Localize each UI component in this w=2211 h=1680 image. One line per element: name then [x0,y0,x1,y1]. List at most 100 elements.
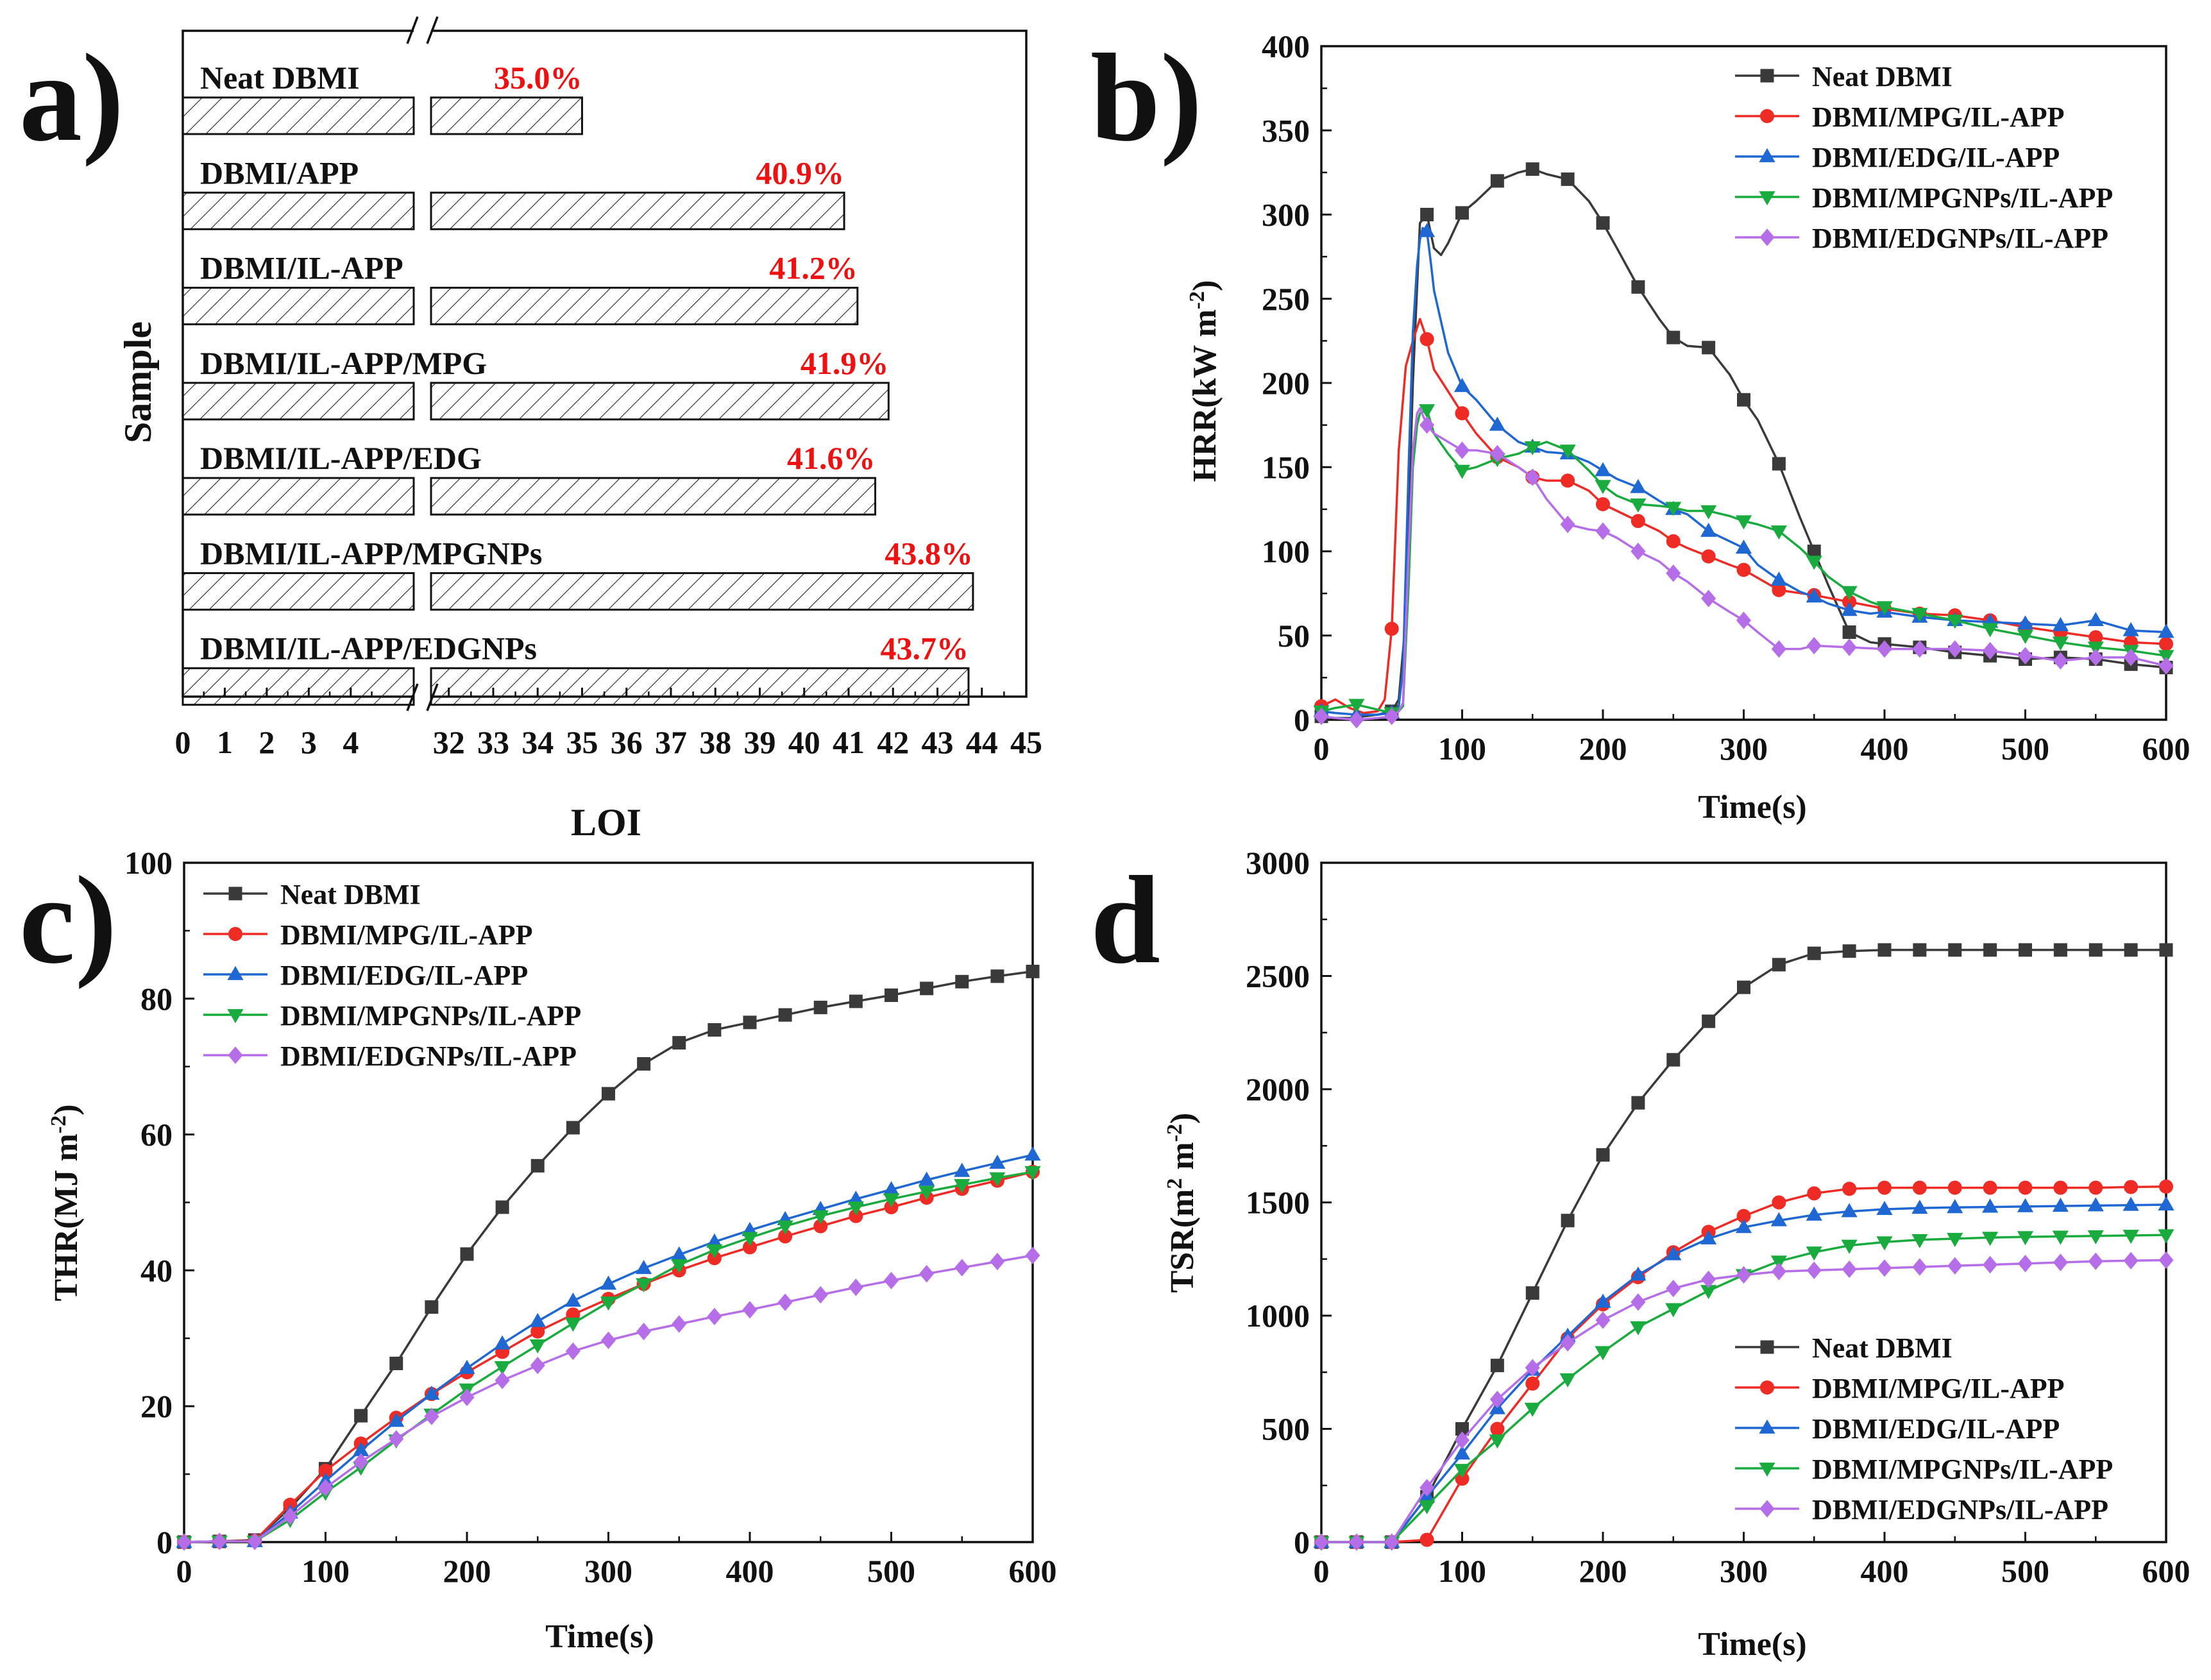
legend-marker [1759,1380,1775,1395]
data-point [1489,445,1505,462]
data-point [706,1244,723,1259]
data-point [1947,615,1963,629]
data-point [564,1292,581,1307]
data-point [2158,1251,2174,1269]
data-point [1876,601,1893,616]
panel-a-x-ticks: 0 1 2 3 4 32 33 34 35 36 37 38 39 40 41 42 43 44 45 [175,688,1042,760]
data-point [1701,549,1716,564]
y-tick-label: 300 [1262,197,1310,233]
data-point [2088,1180,2103,1195]
data-point [1453,1445,1471,1460]
legend-entry: Neat DBMI [280,879,421,910]
data-point [1419,1479,1435,1497]
data-point [706,1233,723,1248]
bar [182,382,415,421]
x-tick-label: 43 [921,724,953,760]
y-tick-label: 400 [1262,28,1310,64]
x-tick-label: 500 [867,1553,915,1589]
data-point [1630,479,1647,493]
data-point [1630,1321,1647,1336]
data-point [1982,1232,1999,1246]
data-point [920,981,934,996]
x-tick-label: 200 [443,1553,491,1589]
data-point [2158,624,2174,638]
data-point [1913,943,1927,957]
data-point [813,1219,828,1234]
x-tick-label: 0 [175,724,191,760]
data-point [636,1323,652,1341]
value-label: 40.9% [756,155,845,191]
x-tick-label: 500 [2001,731,2049,767]
y-tick-label: 100 [124,845,173,881]
data-point [1666,330,1681,344]
panel-a-bars: Neat DBMI 35.0% DBMI/APP 40.9% DBMI/IL-APP 41… [182,60,974,706]
data-point [1737,393,1750,407]
data-point [1770,525,1787,540]
x-tick-label: 34 [521,724,554,760]
legend-marker [228,887,242,901]
data-point [2122,1196,2139,1211]
data-point [460,1247,474,1261]
series-line [1321,226,2167,716]
data-point [954,1179,970,1194]
data-point [1596,1148,1610,1162]
data-point [2122,622,2139,636]
data-point [2017,1255,2033,1273]
x-tick-label: 400 [1861,1553,1909,1589]
x-tick-label: 200 [1579,731,1627,767]
data-point [1701,590,1716,607]
panel-b: b) 0 100 200 300 400 500 600 0 50 100 150 200 250 300… [1090,28,2190,826]
axis-break-mark [426,16,439,44]
x-tick-label: 1 [217,724,233,760]
data-point [389,1430,404,1448]
data-point [1947,1233,1963,1248]
data-point [1490,1359,1504,1373]
data-point [1026,964,1040,978]
x-tick-label: 100 [1438,731,1486,767]
bar [430,572,974,611]
data-point [919,1171,935,1186]
category-label: DBMI/APP [200,155,359,191]
data-point [495,1371,510,1389]
panel-d: d 0 100 200 300 400 500 600 0 500 1000 1500 2000 250… [1090,845,2190,1663]
x-tick-label: 42 [877,724,909,760]
data-point [1700,1285,1717,1300]
data-point [1631,1293,1646,1311]
y-tick-label: 3000 [1246,845,1310,881]
data-point [1631,1096,1645,1110]
data-point [1454,441,1470,459]
data-point [1525,1359,1540,1377]
data-point [1735,539,1752,554]
category-label: Neat DBMI [200,60,360,96]
data-point [1559,445,1576,459]
data-point [2052,1230,2069,1245]
legend-entry: DBMI/EDG/IL-APP [1812,142,2060,173]
panel-d-legend: Neat DBMI DBMI/MPG/IL-APP DBMI/EDG/IL-APP D… [1735,1332,2113,1525]
data-point [423,1386,440,1400]
data-point [1595,462,1611,477]
data-point [1665,502,1682,516]
data-point [1596,216,1610,230]
data-point [1595,1346,1611,1361]
data-point [1490,174,1504,188]
data-point [671,1259,688,1274]
data-point [741,1232,758,1246]
data-point [2018,1180,2033,1195]
data-point [529,1339,546,1354]
panel-b-axes: 0 100 200 300 400 500 600 0 50 100 150 200 250 300 350… [1262,28,2190,767]
data-point [459,1388,475,1407]
data-point [318,1463,333,1478]
data-point [2087,1197,2104,1212]
panel-b-y-axis-label: HRR(kW m-2) [1185,280,1224,482]
data-point [1770,1255,1787,1270]
data-point [2088,943,2103,957]
data-point [1348,699,1365,713]
value-label: 43.8% [885,535,973,571]
data-point [529,1312,546,1327]
y-tick-label: 350 [1262,112,1310,148]
data-point [989,1154,1006,1169]
axis-break-mark [406,16,419,44]
data-point [494,1335,511,1350]
data-point [1771,1262,1786,1280]
